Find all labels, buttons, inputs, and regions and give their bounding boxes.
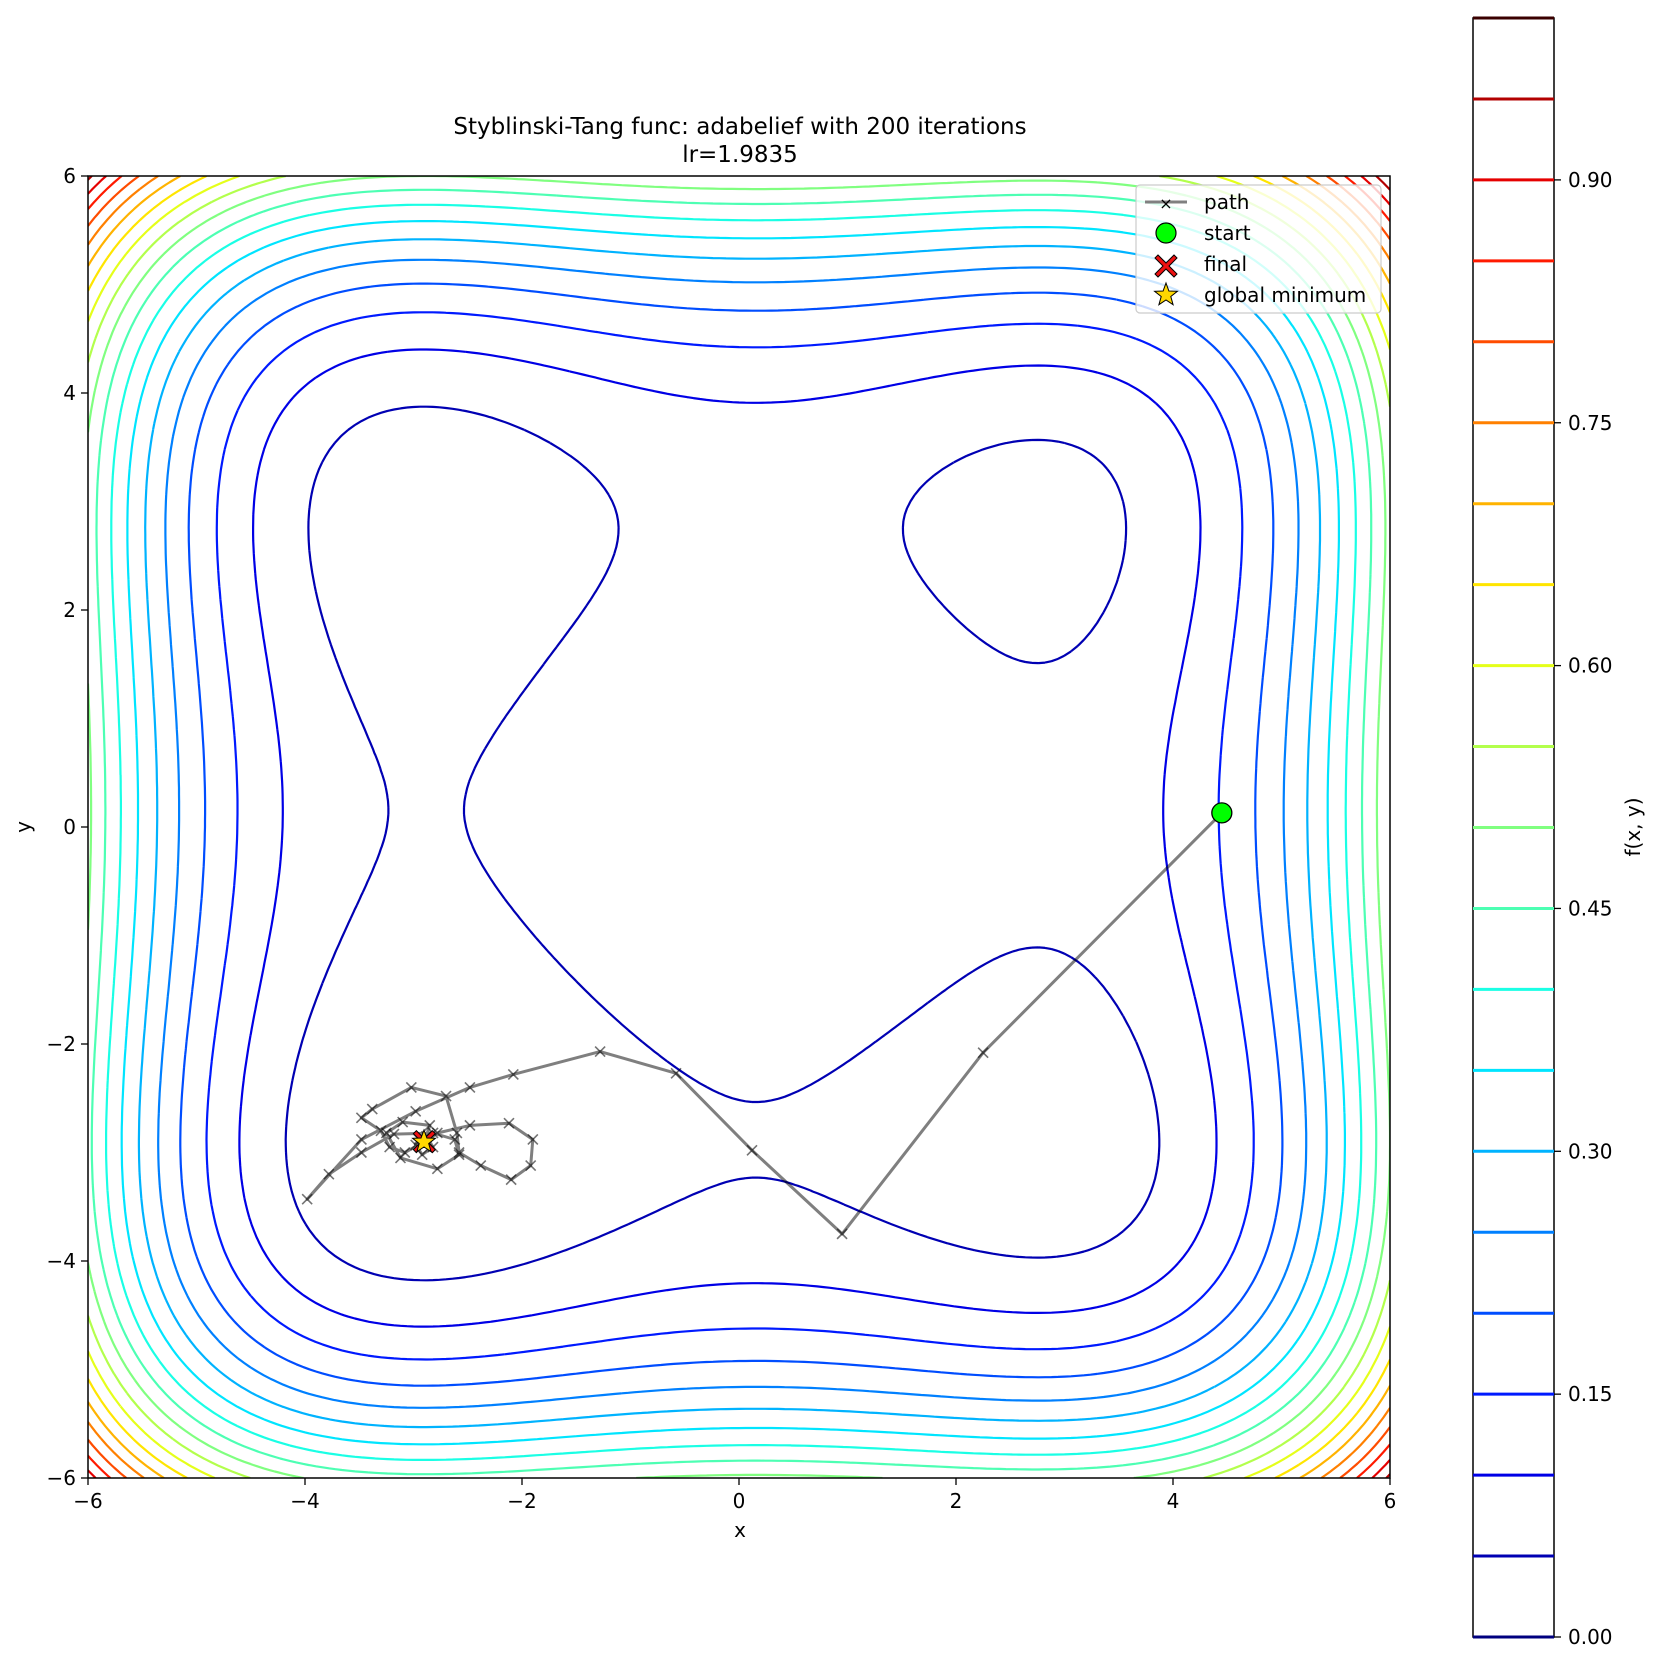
legend-path-marker: × <box>1159 194 1172 213</box>
colorbar-tick-label: 0.75 <box>1568 411 1613 435</box>
contour-level-8 <box>105 203 1363 1461</box>
colorbar-tick-label: 0.00 <box>1568 1625 1613 1649</box>
legend-label-final: final <box>1204 252 1247 276</box>
path-point-4 <box>670 1067 682 1079</box>
x-tick-label: 2 <box>950 1489 963 1513</box>
colorbar-tick-label: 0.45 <box>1568 896 1613 920</box>
path-point-33 <box>380 1127 392 1139</box>
colorbar-level-lines <box>1473 16 1554 1639</box>
path-point-20 <box>475 1159 487 1172</box>
path-point-17 <box>527 1133 539 1146</box>
y-tick-label: −4 <box>47 1249 76 1273</box>
colorbar-tick-label: 0.30 <box>1568 1139 1613 1163</box>
contour-level-9 <box>90 188 1378 1476</box>
path-point-10 <box>301 1193 313 1205</box>
legend-label-start: start <box>1204 221 1251 245</box>
y-tick-label: 2 <box>63 598 76 622</box>
y-tick-label: 4 <box>63 381 76 405</box>
path-point-7 <box>464 1081 476 1093</box>
global-minimum-marker <box>411 1128 437 1153</box>
legend-start-marker <box>1155 222 1177 244</box>
contour-level-4 <box>179 282 1284 1387</box>
path-point-5 <box>594 1046 606 1058</box>
chart-subtitle: lr=1.9835 <box>682 142 798 168</box>
path-point-37 <box>449 1133 461 1146</box>
colorbar-tick-label: 0.90 <box>1568 168 1613 192</box>
contour-lines <box>88 176 1390 1478</box>
colorbar-ticks: 0.00 0.15 0.30 0.45 0.60 0.75 0.90 <box>1554 168 1613 1649</box>
legend-global-minimum-marker <box>1153 281 1179 306</box>
y-axis: −6 −4 −2 0 2 4 6 <box>47 164 88 1490</box>
x-tick-label: −2 <box>507 1489 536 1513</box>
path-point-19 <box>505 1174 517 1186</box>
legend: × path start final global minimum <box>1135 184 1382 314</box>
path-point-11 <box>323 1168 335 1180</box>
path-point-32 <box>397 1116 409 1128</box>
path-point-18 <box>525 1159 537 1172</box>
x-tick-label: −4 <box>290 1489 319 1513</box>
contour-level-6 <box>137 238 1328 1429</box>
colorbar-label: f(x, y) <box>1621 797 1645 856</box>
path-point-31 <box>424 1119 436 1131</box>
optimizer-path-line <box>305 811 1223 1236</box>
path-point-23 <box>440 1090 452 1102</box>
path-point-21 <box>453 1146 465 1159</box>
contour-level-5 <box>157 258 1308 1409</box>
path-point-15 <box>464 1119 476 1131</box>
path-point-25 <box>366 1103 378 1115</box>
legend-box <box>1135 184 1382 314</box>
x-tick-label: 0 <box>733 1489 746 1513</box>
y-tick-label: 0 <box>63 815 76 839</box>
path-point-16 <box>503 1117 515 1129</box>
x-axis-label: x <box>734 1518 746 1542</box>
path-point-8 <box>410 1105 422 1117</box>
path-point-26 <box>355 1112 367 1124</box>
path-point-24 <box>405 1081 417 1093</box>
contour-level-2 <box>238 348 1218 1328</box>
y-tick-label: −6 <box>47 1466 76 1490</box>
optimizer-path-layer <box>301 802 1233 1240</box>
contour-level-7 <box>120 220 1346 1446</box>
chart-title: Styblinski-Tang func: adabelief with 200… <box>453 114 1026 140</box>
path-point-6 <box>507 1068 519 1080</box>
start-marker <box>1211 802 1233 824</box>
y-axis-label: y <box>11 821 35 833</box>
x-tick-label: −6 <box>73 1489 102 1513</box>
colorbar-tick-label: 0.60 <box>1568 654 1613 678</box>
x-tick-label: 6 <box>1384 1489 1397 1513</box>
colorbar: 0.00 0.15 0.30 0.45 0.60 0.75 0.90 f(x, y) <box>1472 16 1645 1649</box>
path-point-22 <box>451 1127 463 1139</box>
path-point-28 <box>384 1141 396 1153</box>
legend-final-marker <box>1154 254 1178 278</box>
x-axis: −6 −4 −2 0 2 4 6 <box>73 1478 1396 1513</box>
contour-level-3 <box>205 311 1255 1361</box>
y-tick-label: −2 <box>47 1032 76 1056</box>
path-point-2 <box>836 1228 848 1240</box>
path-point-9 <box>355 1133 367 1146</box>
x-tick-label: 4 <box>1167 1489 1180 1513</box>
legend-label-global-minimum: global minimum <box>1204 283 1366 307</box>
path-point-3 <box>746 1144 758 1156</box>
path-point-35 <box>431 1163 443 1175</box>
contour-level-13 <box>88 176 1390 1478</box>
path-point-36 <box>453 1149 465 1161</box>
path-point-40 <box>416 1149 428 1161</box>
path-point-12 <box>355 1146 367 1159</box>
colorbar-tick-label: 0.15 <box>1568 1382 1613 1406</box>
path-point-34 <box>394 1152 407 1164</box>
y-tick-label: 6 <box>63 164 76 188</box>
legend-label-path: path <box>1204 190 1249 214</box>
path-point-1 <box>977 1047 989 1059</box>
